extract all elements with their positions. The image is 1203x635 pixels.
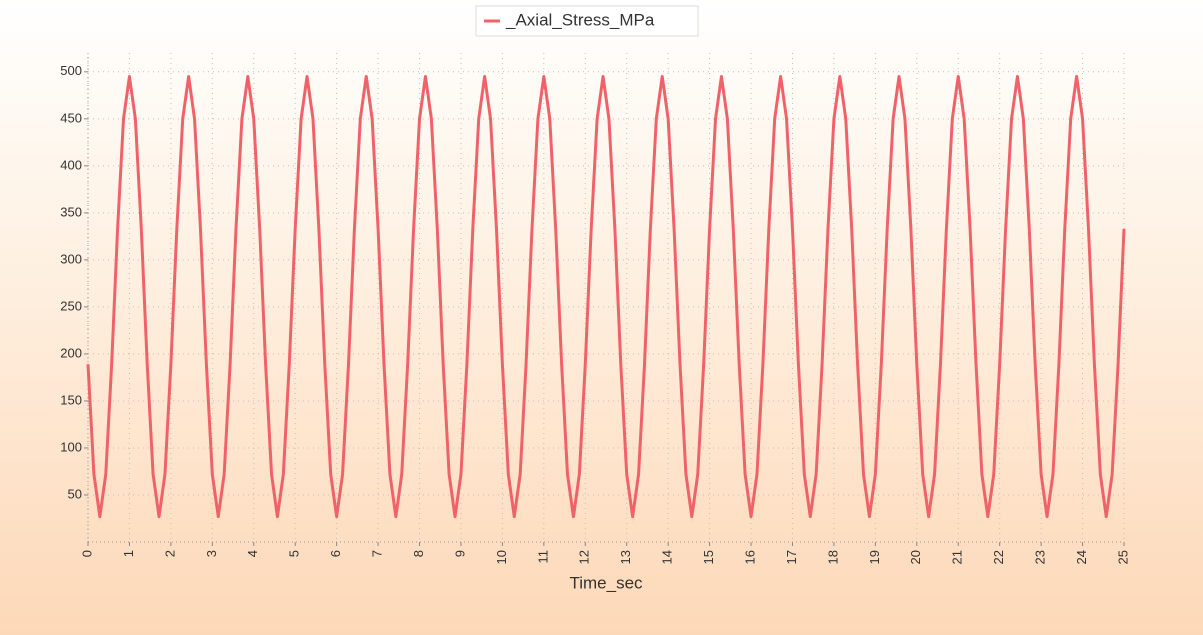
y-tick-label: 50 [68,486,82,501]
x-tick-label: 3 [204,550,219,557]
y-tick-label: 200 [60,345,82,360]
x-tick-label: 23 [1033,550,1048,564]
line-series [86,75,1126,519]
x-tick-label: 8 [411,550,426,557]
x-tick-label: 9 [452,550,467,557]
x-axis-label: Time_sec [569,573,643,592]
x-tick-label: 12 [577,550,592,564]
x-tick-label: 20 [908,550,923,564]
x-tick-label: 17 [784,550,799,564]
y-tick-label: 450 [60,110,82,125]
x-tick-label: 19 [867,550,882,564]
y-tick-label: 150 [60,392,82,407]
x-tick-label: 15 [701,550,716,564]
y-tick-label: 400 [60,157,82,172]
y-tick-label: 100 [60,439,82,454]
x-tick-label: 0 [79,550,94,557]
legend-label: _Axial_Stress_MPa [505,10,655,29]
x-tick-label: 18 [825,550,840,564]
y-tick-label: 300 [60,251,82,266]
x-tick-label: 5 [287,550,302,557]
y-tick-label: 250 [60,298,82,313]
x-tick-label: 14 [660,550,675,564]
x-tick-label: 10 [494,550,509,564]
x-tick-label: 4 [245,550,260,557]
legend-box [475,5,699,37]
x-tick-label: 7 [370,550,385,557]
y-tick-label: 500 [60,63,82,78]
x-tick-label: 25 [1115,550,1130,564]
x-tick-label: 11 [535,550,550,564]
x-tick-label: 1 [121,550,136,557]
x-tick-label: 22 [991,550,1006,564]
x-tick-label: 24 [1074,550,1089,564]
x-tick-label: 13 [618,550,633,564]
x-tick-label: 6 [328,550,343,557]
x-tick-label: 16 [742,550,757,564]
y-tick-label: 350 [60,204,82,219]
x-tick-label: 2 [162,550,177,557]
x-tick-label: 21 [950,550,965,564]
